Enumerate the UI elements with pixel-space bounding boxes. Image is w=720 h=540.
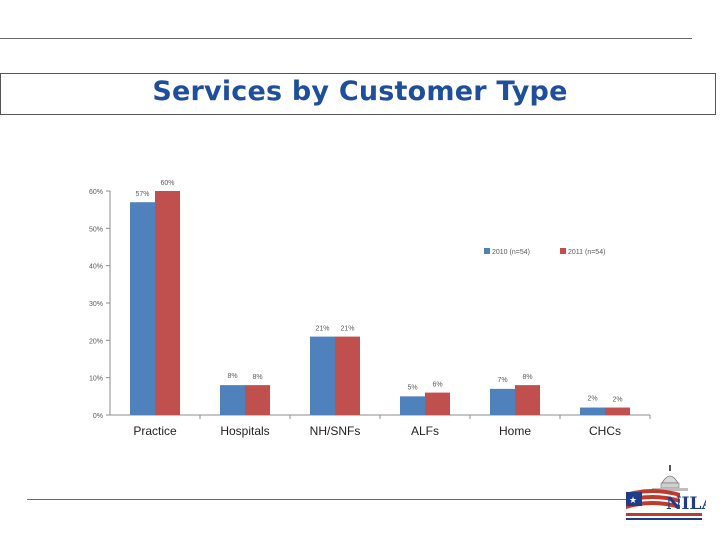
legend-label-2011: 2011 (n=54) [568,249,605,256]
bar-2010-practice [130,202,155,415]
y-tick-label: 30% [89,301,103,308]
x-tick-label-chcs: CHCs [589,424,621,438]
bar-2011-practice [155,191,180,415]
data-label: 8% [252,374,262,381]
bar-2011-hospitals [245,385,270,415]
bottom-divider [27,499,627,500]
title-frame [0,73,716,115]
bar-2011-nh-snfs [335,336,360,415]
bar-2010-home [490,388,515,415]
bar-2011-alfs [425,392,450,415]
data-label: 8% [522,374,532,381]
legend-swatch-2011 [560,248,566,254]
y-tick-label: 50% [89,226,103,233]
data-label: 7% [497,377,507,384]
y-tick-label: 20% [89,338,103,345]
x-tick-label-alfs: ALFs [411,424,439,438]
bar-2010-chcs [580,407,605,415]
bar-2011-home [515,385,540,415]
top-divider [0,38,692,39]
legend-label-2010: 2010 (n=54) [492,249,530,256]
page-title: Services by Customer Type [152,76,568,107]
x-tick-label-hospitals: Hospitals [220,424,269,438]
data-label: 21% [340,326,354,333]
logo-text: NILA [666,494,706,514]
bar-2011-chcs [605,407,630,415]
svg-text:★: ★ [629,496,637,506]
data-label: 8% [227,373,237,380]
bar-2010-nh-snfs [310,336,335,415]
x-tick-label-home: Home [499,424,531,438]
data-label: 2% [587,396,597,403]
data-label: 57% [135,191,149,198]
capitol-flag-logo-icon: ★ NILA [626,465,706,520]
y-tick-label: 10% [89,376,103,383]
data-label: 21% [315,326,329,333]
bar-2010-hospitals [220,385,245,415]
data-label: 6% [432,382,442,389]
data-label: 2% [612,397,622,404]
data-label: 60% [160,180,174,187]
bar-2010-alfs [400,396,425,415]
legend-swatch-2010 [484,248,490,254]
x-tick-label-practice: Practice [133,424,177,438]
y-tick-label: 0% [93,413,103,420]
y-tick-label: 60% [89,189,103,196]
y-tick-label: 40% [89,264,103,271]
data-label: 5% [407,384,417,391]
x-tick-label-nh-snfs: NH/SNFs [310,424,361,438]
